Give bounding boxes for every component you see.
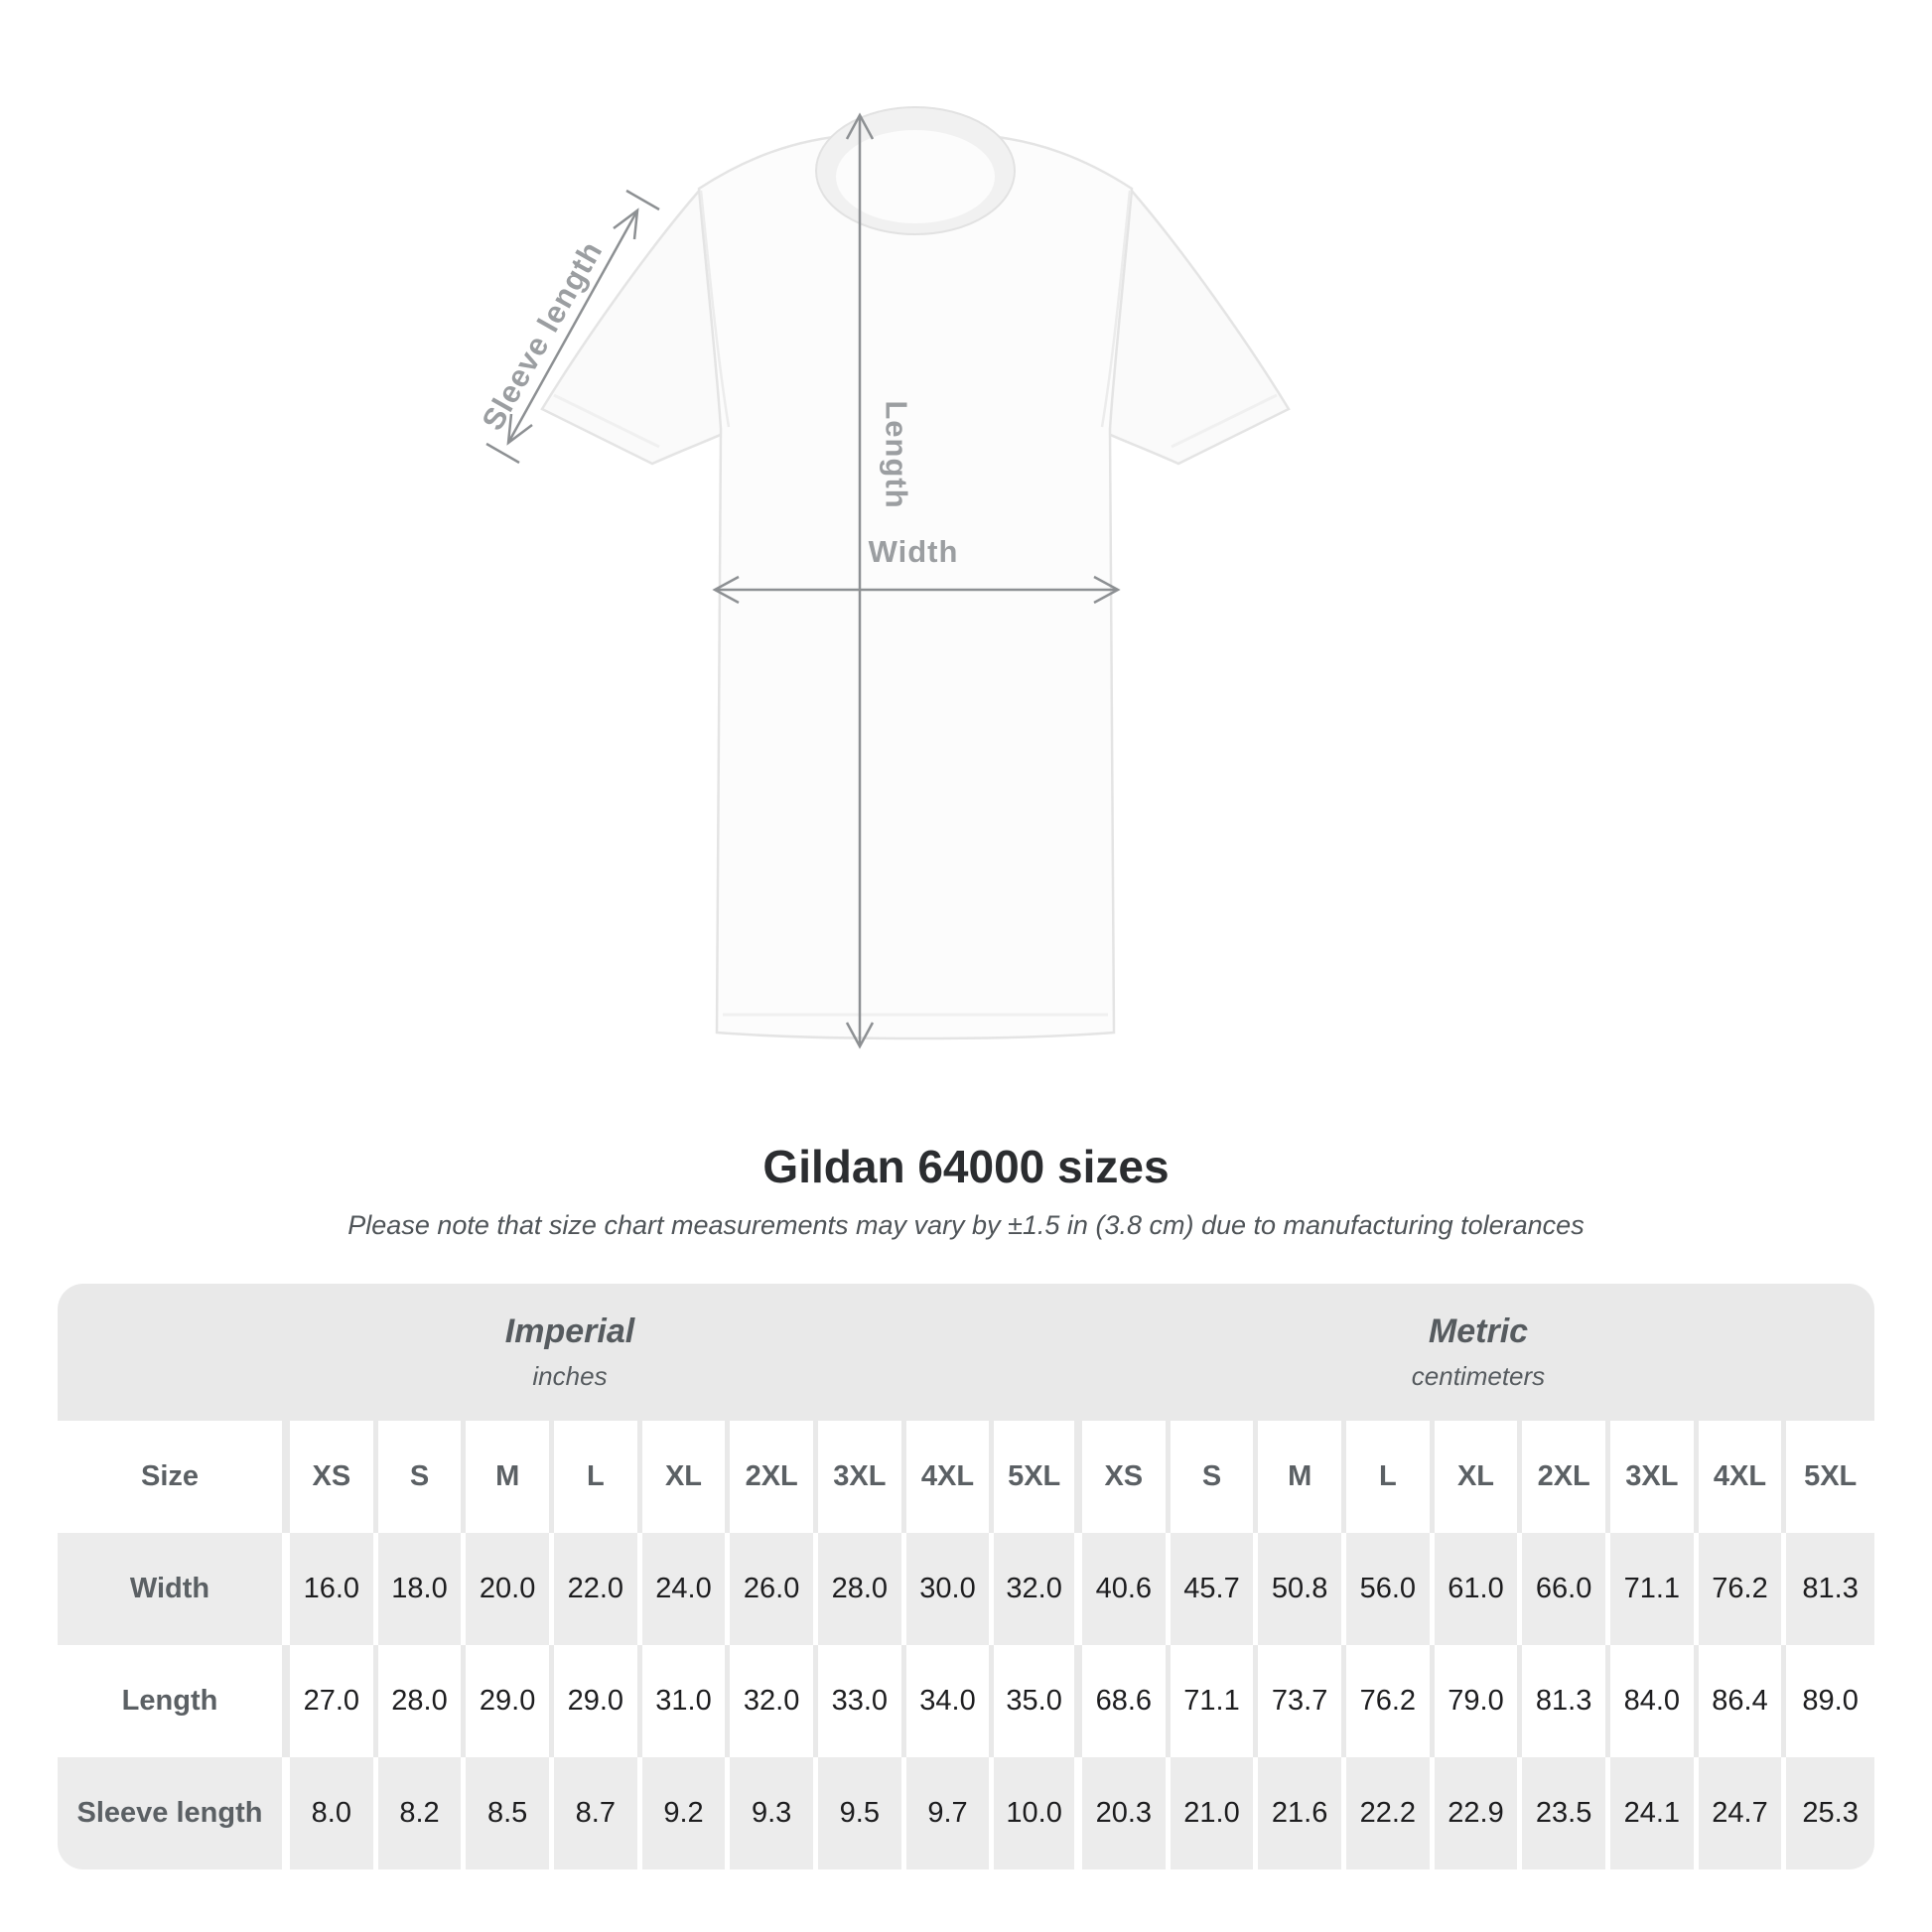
value-cell: 81.3 xyxy=(1786,1533,1874,1645)
value-cell: 35.0 xyxy=(994,1645,1082,1757)
size-col-header: 3XL xyxy=(817,1421,906,1533)
size-col-header: 5XL xyxy=(1786,1421,1874,1533)
size-col-header: XL xyxy=(1434,1421,1523,1533)
value-cell: 21.0 xyxy=(1170,1757,1259,1869)
value-cell: 27.0 xyxy=(290,1645,378,1757)
value-cell: 71.1 xyxy=(1170,1645,1259,1757)
sleeve-length-arrow xyxy=(485,189,660,465)
value-cell: 76.2 xyxy=(1345,1645,1435,1757)
left-sleeve-stitch xyxy=(553,393,660,449)
section-unit: centimeters xyxy=(1411,1361,1546,1391)
value-cell: 20.0 xyxy=(466,1533,554,1645)
size-col-header: 2XL xyxy=(1522,1421,1610,1533)
collar-inner xyxy=(836,130,995,223)
left-armhole-seam xyxy=(699,190,731,428)
value-cell: 9.7 xyxy=(905,1757,995,1869)
value-cell: 8.0 xyxy=(290,1757,378,1869)
section-header-metric: Metric centimeters xyxy=(1081,1284,1874,1421)
size-col-header: S xyxy=(1170,1421,1259,1533)
size-col-header: L xyxy=(1345,1421,1435,1533)
value-cell: 10.0 xyxy=(994,1757,1082,1869)
size-table: Imperial inches Metric centimeters Size … xyxy=(58,1284,1874,1869)
size-col-header: 5XL xyxy=(994,1421,1082,1533)
value-cell: 56.0 xyxy=(1345,1533,1435,1645)
value-cell: 40.6 xyxy=(1081,1533,1171,1645)
size-col-header: XL xyxy=(641,1421,731,1533)
value-cell: 79.0 xyxy=(1434,1645,1523,1757)
size-col-header: L xyxy=(553,1421,642,1533)
value-cell: 9.5 xyxy=(817,1757,906,1869)
value-cell: 71.1 xyxy=(1609,1533,1699,1645)
size-col-header: M xyxy=(466,1421,554,1533)
width-label: Width xyxy=(869,534,959,569)
section-unit: inches xyxy=(532,1361,608,1391)
width-arrow xyxy=(712,575,1121,605)
value-cell: 24.0 xyxy=(641,1533,731,1645)
size-col-header: 4XL xyxy=(1698,1421,1787,1533)
value-cell: 68.6 xyxy=(1081,1645,1171,1757)
size-col-header: 4XL xyxy=(905,1421,995,1533)
value-cell: 9.3 xyxy=(730,1757,818,1869)
value-cell: 22.2 xyxy=(1345,1757,1435,1869)
value-cell: 76.2 xyxy=(1698,1533,1787,1645)
value-cell: 50.8 xyxy=(1258,1533,1346,1645)
right-sleeve-stitch xyxy=(1171,393,1278,449)
tshirt-body xyxy=(697,133,1134,1040)
value-cell: 25.3 xyxy=(1786,1757,1874,1869)
right-armhole-seam xyxy=(1100,190,1132,428)
length-label: Length xyxy=(880,400,914,508)
value-cell: 29.0 xyxy=(466,1645,554,1757)
row-label-sleeve-length: Sleeve length xyxy=(58,1757,290,1869)
value-cell: 73.7 xyxy=(1258,1645,1346,1757)
value-cell: 18.0 xyxy=(377,1533,467,1645)
value-cell: 31.0 xyxy=(641,1645,731,1757)
value-cell: 61.0 xyxy=(1434,1533,1523,1645)
value-cell: 33.0 xyxy=(817,1645,906,1757)
value-cell: 32.0 xyxy=(730,1645,818,1757)
row-label-length: Length xyxy=(58,1645,290,1757)
tolerance-note: Please note that size chart measurements… xyxy=(347,1209,1585,1240)
value-cell: 22.9 xyxy=(1434,1757,1523,1869)
value-cell: 8.2 xyxy=(377,1757,467,1869)
tshirt-size-diagram: Sleeve length Length Width xyxy=(475,106,1291,1049)
value-cell: 84.0 xyxy=(1609,1645,1699,1757)
section-name: Metric xyxy=(1428,1312,1529,1350)
page-title: Gildan 64000 sizes xyxy=(762,1141,1170,1192)
value-cell: 16.0 xyxy=(290,1533,378,1645)
section-name: Imperial xyxy=(504,1312,635,1350)
value-cell: 23.5 xyxy=(1522,1757,1610,1869)
value-cell: 28.0 xyxy=(377,1645,467,1757)
size-col-header: S xyxy=(377,1421,467,1533)
value-cell: 30.0 xyxy=(905,1533,995,1645)
value-cell: 32.0 xyxy=(994,1533,1082,1645)
value-cell: 8.5 xyxy=(466,1757,554,1869)
value-cell: 20.3 xyxy=(1081,1757,1171,1869)
size-col-header: M xyxy=(1258,1421,1346,1533)
value-cell: 29.0 xyxy=(553,1645,642,1757)
value-cell: 24.7 xyxy=(1698,1757,1787,1869)
value-cell: 22.0 xyxy=(553,1533,642,1645)
value-cell: 86.4 xyxy=(1698,1645,1787,1757)
row-label-width: Width xyxy=(58,1533,290,1645)
value-cell: 21.6 xyxy=(1258,1757,1346,1869)
title-block: Gildan 64000 sizes Please note that size… xyxy=(0,1142,1932,1241)
corner-label: Size xyxy=(58,1421,290,1533)
value-cell: 9.2 xyxy=(641,1757,731,1869)
size-col-header: XS xyxy=(290,1421,378,1533)
value-cell: 45.7 xyxy=(1170,1533,1259,1645)
size-col-header: XS xyxy=(1081,1421,1171,1533)
section-header-imperial: Imperial inches xyxy=(58,1284,1082,1421)
tshirt-graphic xyxy=(540,106,1291,1040)
value-cell: 81.3 xyxy=(1522,1645,1610,1757)
value-cell: 89.0 xyxy=(1786,1645,1874,1757)
value-cell: 66.0 xyxy=(1522,1533,1610,1645)
length-arrow xyxy=(845,112,875,1049)
value-cell: 8.7 xyxy=(553,1757,642,1869)
value-cell: 28.0 xyxy=(817,1533,906,1645)
value-cell: 26.0 xyxy=(730,1533,818,1645)
value-cell: 34.0 xyxy=(905,1645,995,1757)
size-col-header: 3XL xyxy=(1609,1421,1699,1533)
value-cell: 24.1 xyxy=(1609,1757,1699,1869)
size-col-header: 2XL xyxy=(730,1421,818,1533)
